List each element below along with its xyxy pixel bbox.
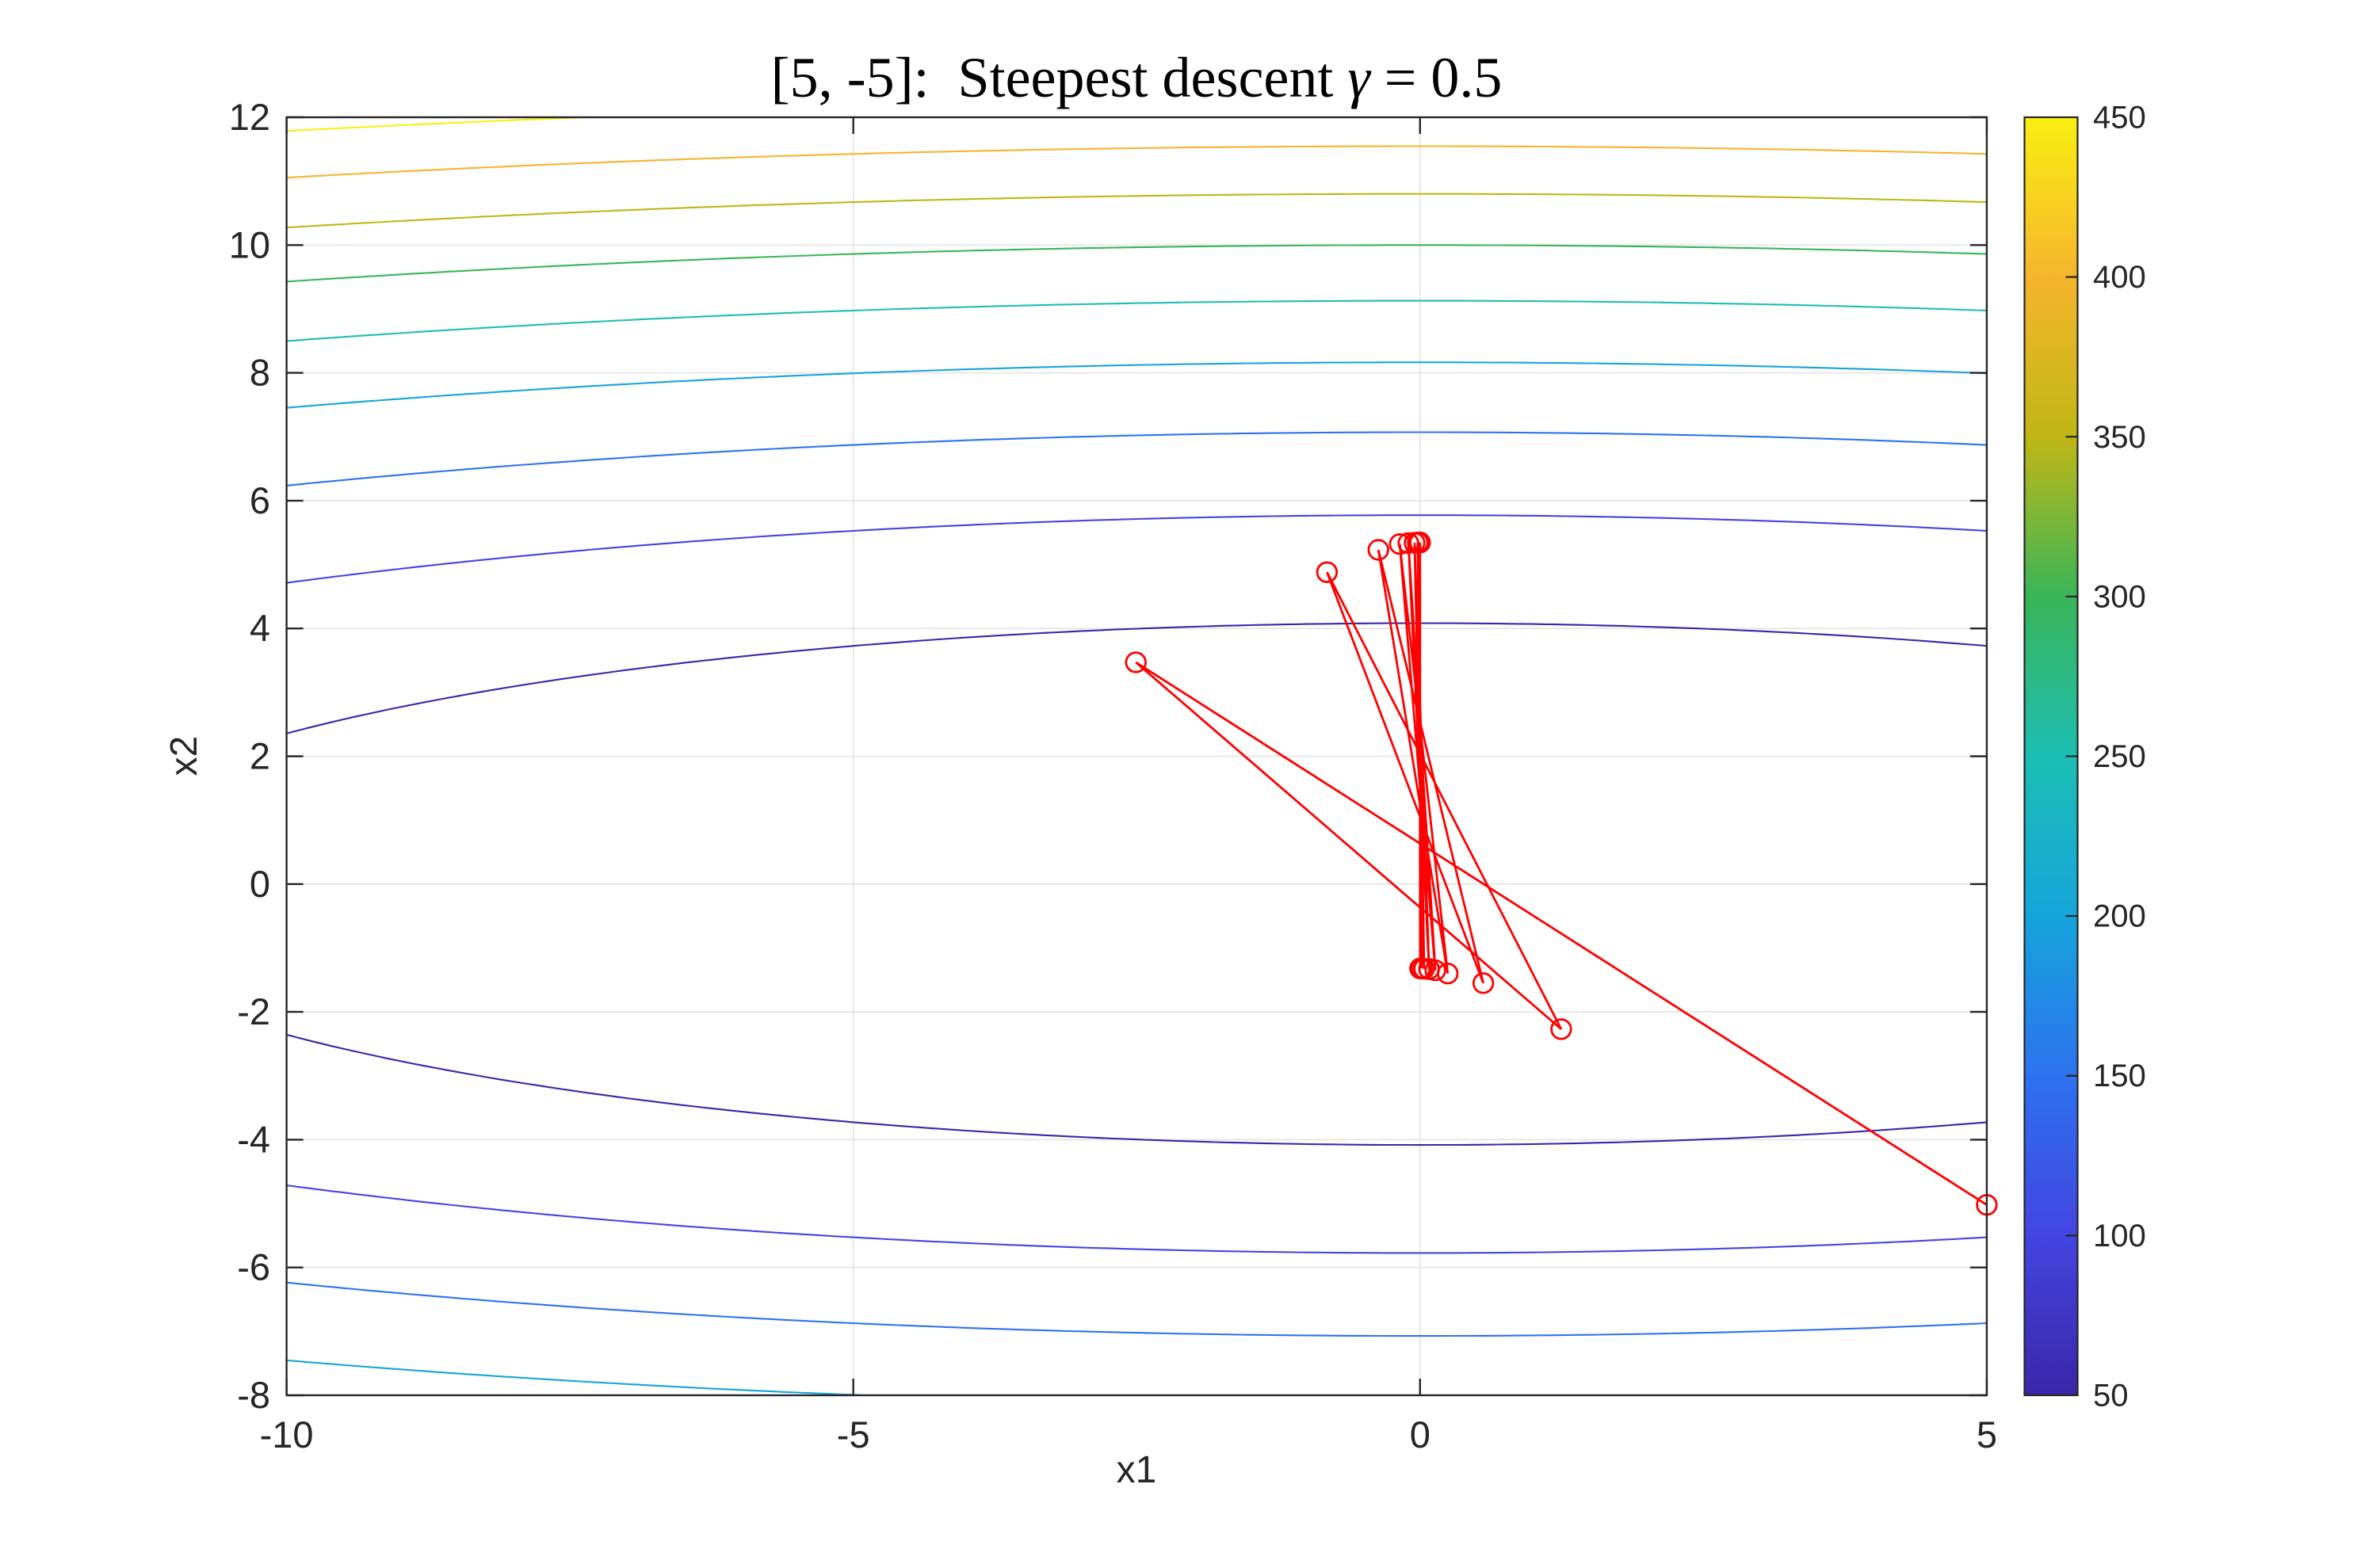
svg-text:-4: -4 [237, 1118, 270, 1160]
svg-text:150: 150 [2093, 1059, 2146, 1093]
svg-text:-2: -2 [237, 990, 270, 1032]
svg-text:0: 0 [1410, 1413, 1431, 1455]
svg-text:6: 6 [250, 479, 270, 521]
svg-text:-6: -6 [237, 1246, 270, 1288]
svg-text:5: 5 [1977, 1413, 1997, 1455]
svg-text:50: 50 [2093, 1379, 2129, 1413]
svg-text:250: 250 [2093, 739, 2146, 774]
svg-text:300: 300 [2093, 579, 2146, 614]
svg-text:0: 0 [250, 863, 270, 905]
svg-text:8: 8 [250, 352, 270, 394]
svg-text:2: 2 [250, 735, 270, 777]
svg-text:450: 450 [2093, 101, 2146, 135]
svg-text:[5, -5]: Steepest descent γ =: [5, -5]: Steepest descent γ = 0.5 [771, 46, 1503, 109]
svg-text:200: 200 [2093, 899, 2146, 934]
svg-text:10: 10 [229, 223, 270, 265]
svg-text:-8: -8 [237, 1374, 270, 1416]
svg-text:100: 100 [2093, 1219, 2146, 1253]
svg-text:400: 400 [2093, 260, 2146, 295]
svg-text:-10: -10 [260, 1413, 314, 1455]
svg-text:350: 350 [2093, 420, 2146, 455]
svg-text:4: 4 [250, 607, 270, 649]
svg-text:-5: -5 [837, 1413, 870, 1455]
svg-text:12: 12 [229, 96, 270, 138]
svg-text:x2: x2 [163, 736, 205, 776]
svg-text:x1: x1 [1117, 1449, 1157, 1491]
